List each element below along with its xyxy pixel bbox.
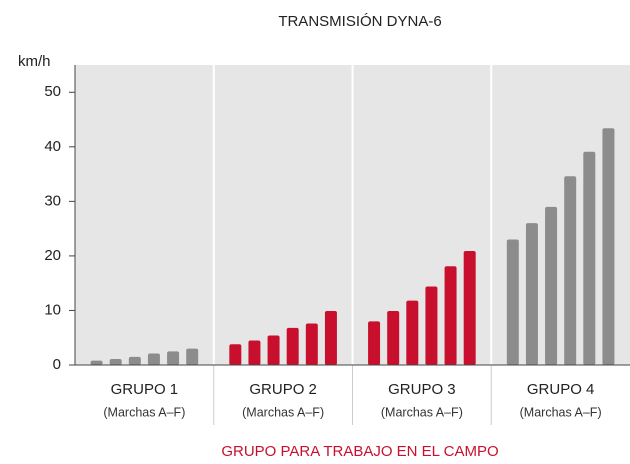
bar — [286, 327, 299, 365]
bar — [525, 223, 538, 365]
group-label: GRUPO 4 — [527, 381, 595, 398]
bar — [444, 266, 457, 365]
bar — [109, 359, 122, 365]
y-tick-label: 0 — [53, 356, 61, 373]
y-tick-label: 10 — [44, 301, 61, 318]
bar — [267, 335, 280, 365]
x-axis-label: GRUPO PARA TRABAJO EN EL CAMPO — [221, 443, 498, 460]
y-tick-label: 50 — [44, 83, 61, 100]
bar — [167, 351, 180, 365]
y-axis-label: km/h — [18, 53, 51, 70]
group-label: GRUPO 3 — [388, 381, 456, 398]
bar — [545, 206, 558, 365]
group-subtitle: (Marchas A–F) — [242, 405, 324, 419]
bar — [425, 286, 438, 365]
bar — [463, 251, 476, 365]
bar — [305, 323, 318, 365]
bar — [186, 348, 199, 365]
group-label: GRUPO 2 — [249, 381, 317, 398]
bar — [387, 311, 400, 365]
group-subtitle: (Marchas A–F) — [381, 405, 463, 419]
group-subtitle: (Marchas A–F) — [520, 405, 602, 419]
group-label: GRUPO 1 — [111, 381, 179, 398]
bar — [583, 151, 596, 365]
bar — [368, 321, 381, 365]
chart-title: TRANSMISIÓN DYNA-6 — [278, 13, 441, 30]
y-tick-label: 20 — [44, 247, 61, 264]
bar — [602, 128, 615, 365]
bar — [128, 356, 141, 365]
bar — [506, 239, 519, 365]
group-subtitle: (Marchas A–F) — [103, 405, 185, 419]
bar — [147, 353, 160, 365]
bar — [229, 344, 242, 365]
bar — [248, 340, 261, 365]
bar — [90, 360, 103, 365]
bar — [406, 300, 419, 365]
bar — [564, 176, 577, 365]
y-tick-label: 40 — [44, 138, 61, 155]
bar — [324, 311, 337, 365]
y-tick-label: 30 — [44, 192, 61, 209]
